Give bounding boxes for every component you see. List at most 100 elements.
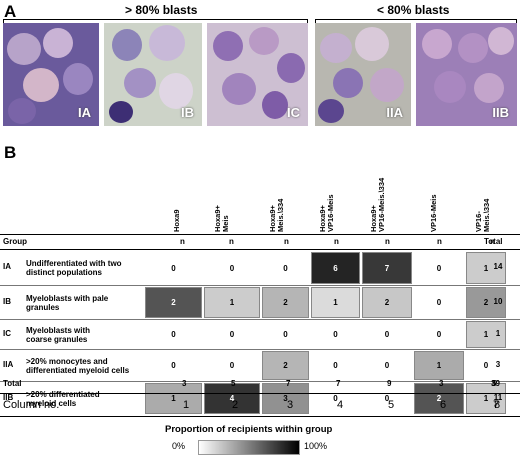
table-cell: 0	[229, 263, 235, 273]
table-cell: 0	[384, 394, 390, 403]
column-header: Hoxa9	[172, 160, 201, 232]
table-cell: 2	[262, 287, 309, 318]
legend-gradient	[198, 440, 300, 455]
row-total: 10	[493, 296, 503, 306]
table-cell: 2	[362, 287, 412, 318]
column-total: 3	[182, 379, 187, 388]
legend-min-label: 0%	[172, 441, 186, 451]
column-number: 1	[183, 399, 190, 411]
column-header-label: Hoxa9+ Meis.\334	[268, 198, 285, 232]
totals-label: Total	[3, 379, 22, 388]
table-cell: 0	[283, 263, 288, 273]
row-label: Myeloblasts with pale granules	[26, 293, 109, 312]
n-header: n	[385, 237, 390, 246]
column-header: VP16- Meis.\334	[474, 160, 511, 232]
micrograph-label: IIB	[492, 105, 509, 120]
table-cell: 2	[262, 351, 309, 380]
panel-a-letter: A	[4, 2, 17, 21]
table-cell: 1	[414, 351, 464, 380]
table-cell: 0	[333, 330, 338, 339]
group-header: Group	[3, 237, 27, 246]
table-cell: 0	[333, 361, 338, 370]
micrograph-ic: IC	[207, 23, 308, 126]
row-total: 14	[493, 262, 503, 271]
total-header: Total	[484, 237, 503, 246]
table-cell: 1	[466, 252, 506, 284]
n-header: n	[437, 237, 442, 246]
micrograph-iia: IIA	[315, 23, 411, 126]
grand-total: 39	[491, 379, 500, 388]
row-group-id: IIB	[3, 392, 14, 402]
micrograph-iib: IIB	[416, 23, 517, 126]
group-low-blasts-label: < 80% blasts	[377, 3, 450, 17]
table-cell: 2	[145, 287, 202, 318]
legend-max-label: 100%	[304, 441, 328, 451]
table-cell: 0	[171, 330, 176, 339]
column-header: VP16-Meis	[429, 160, 458, 232]
column-total: 5	[492, 379, 497, 388]
group-low-bracket	[315, 19, 517, 25]
table-cell: 1	[466, 383, 506, 414]
table-cell: 0	[483, 361, 489, 370]
column-header: Hoxa9+ Meis.\334	[268, 160, 305, 232]
table-cell: 0	[436, 263, 442, 273]
table-cell: 0	[283, 330, 288, 339]
column-total: 7	[286, 379, 291, 388]
column-total: 3	[439, 379, 444, 388]
n-header: n	[334, 237, 339, 246]
column-number: 8	[494, 399, 501, 411]
column-number: 5	[388, 399, 395, 411]
column-number: 3	[287, 399, 294, 411]
micrograph-label: IA	[78, 105, 91, 120]
micrograph-label: IC	[287, 105, 300, 120]
n-header: n	[284, 237, 289, 246]
column-total: 9	[387, 379, 392, 388]
row-group-id: IIA	[3, 359, 14, 369]
legend-title: Proportion of recipients within group	[165, 424, 333, 435]
column-header-label: Hoxa9+ VP16-Meis.\334	[369, 177, 386, 232]
column-header-label: Hoxa9+ VP16-Meis	[318, 194, 335, 232]
panel-b-letter: B	[4, 143, 17, 162]
group-high-bracket	[3, 19, 308, 25]
column-header-label: VP16-Meis	[429, 194, 438, 232]
row-label: Myeloblasts with coarse granules	[26, 325, 91, 344]
table-cell: 4	[204, 383, 260, 414]
n-header: n	[229, 237, 234, 246]
table-cell: 0	[229, 330, 235, 339]
table-cell: 1	[466, 321, 506, 348]
table-cell: 0	[333, 394, 338, 403]
table-cell: 1	[204, 287, 260, 318]
n-header: n	[490, 237, 495, 246]
table-cell: 2	[466, 287, 506, 318]
micrograph-ib: IB	[104, 23, 202, 126]
column-number-label: Column no.	[3, 399, 60, 411]
row-group-id: IC	[3, 328, 11, 338]
column-total: 7	[336, 379, 341, 388]
column-header: Hoxa9+ VP16-Meis	[318, 160, 355, 232]
column-number: 7	[493, 399, 500, 411]
table-cell: 7	[362, 252, 412, 284]
row-group-id: IA	[3, 262, 11, 271]
row-total: 1	[495, 328, 501, 338]
micrograph-label: IIA	[386, 105, 403, 120]
table-cell: 0	[171, 361, 176, 370]
table-cell: 0	[384, 361, 390, 370]
table-cell: 1	[145, 383, 202, 414]
n-header: n	[180, 237, 185, 246]
row-group-id: IB	[3, 296, 11, 306]
table-cell: 0	[171, 263, 176, 273]
table-cell: 0	[384, 330, 390, 339]
column-number: 2	[232, 399, 239, 411]
column-number: 4	[337, 399, 344, 411]
group-high-blasts-label: > 80% blasts	[125, 3, 198, 17]
table-cell: 0	[436, 330, 442, 339]
row-total: 11	[493, 392, 503, 402]
row-total: 3	[495, 359, 501, 369]
table-cell: 1	[311, 287, 360, 318]
column-header: Hoxa9+ VP16-Meis.\334	[369, 160, 406, 232]
row-label: >20% differentiated myeloid cells	[26, 389, 100, 408]
column-number: 6	[440, 399, 447, 411]
column-header-label: Hoxa9+ Meis	[213, 205, 230, 232]
table-cell: 0	[229, 361, 235, 370]
table-cell: 0	[436, 298, 442, 307]
